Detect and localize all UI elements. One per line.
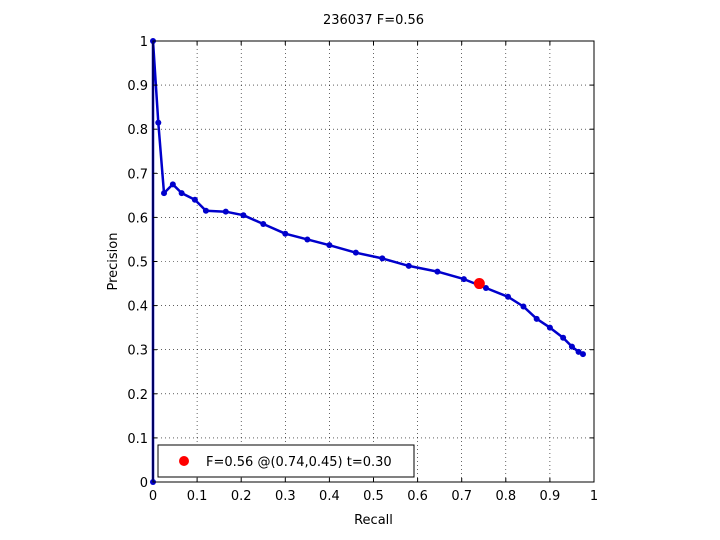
series-layer [150, 38, 586, 485]
tick-marks [152, 40, 595, 483]
best-point-layer [473, 278, 485, 290]
pr-curve-point [560, 334, 567, 341]
pr-curve-line [151, 39, 584, 482]
pr-curve-point [161, 190, 168, 197]
pr-curve-point [155, 119, 162, 126]
legend-label: F=0.56 @(0.74,0.45) t=0.30 [206, 455, 392, 470]
y-tick-label: 0.4 [127, 300, 148, 315]
best-f-point [473, 278, 485, 290]
pr-curve-point [405, 262, 412, 269]
x-tick-label: 0.1 [187, 489, 208, 504]
y-tick-label: 0.7 [127, 167, 148, 182]
pr-curve-point [260, 221, 267, 228]
pr-curve-point [352, 249, 359, 256]
x-tick-label: 0 [149, 489, 157, 504]
chart-title: 236037 F=0.56 [323, 13, 424, 28]
pr-curve-point [222, 208, 229, 215]
x-tick-label: 0.6 [407, 489, 428, 504]
pr-curve-point [546, 324, 553, 331]
pr-curve-point [178, 190, 185, 197]
pr-curve-point [482, 284, 489, 291]
pr-curve-point [568, 343, 575, 350]
legend-box [157, 444, 415, 478]
pr-curve-point [202, 207, 209, 214]
x-tick-labels: 0 0.1 0.2 0.3 0.4 0.5 0.6 0.7 0.8 0.9 1 [149, 489, 598, 504]
pr-curve-point [282, 230, 289, 237]
pr-curve-point [304, 236, 311, 243]
y-tick-labels: 0 0.1 0.2 0.3 0.4 0.5 0.6 0.7 0.8 0.9 1 [127, 35, 148, 491]
pr-curve-point [434, 268, 441, 275]
pr-curve-point [505, 293, 512, 300]
x-tick-label: 0.8 [495, 489, 516, 504]
pr-curve-point [460, 276, 467, 283]
legend-marker [179, 456, 189, 466]
y-tick-label: 0.9 [127, 79, 148, 94]
x-tick-label: 0.3 [275, 489, 296, 504]
pr-curve-point [169, 181, 176, 188]
x-tick-label: 0.9 [540, 489, 561, 504]
y-tick-label: 0 [140, 476, 148, 491]
pr-curve-point [326, 242, 333, 249]
x-tick-label: 0.5 [363, 489, 384, 504]
y-tick-label: 1 [140, 35, 148, 50]
pr-curve-point [191, 196, 198, 203]
y-axis-label: Precision [106, 232, 121, 290]
y-tick-label: 0.2 [127, 388, 148, 403]
pr-curve-point [379, 255, 386, 262]
x-tick-label: 0.7 [451, 489, 472, 504]
y-tick-label: 0.8 [127, 123, 148, 138]
x-tick-label: 1 [590, 489, 598, 504]
y-tick-label: 0.1 [127, 432, 148, 447]
pr-curve-point [520, 303, 527, 310]
y-tick-label: 0.5 [127, 256, 148, 271]
pr-curve-point [240, 212, 247, 219]
grid-lines [153, 41, 594, 482]
y-tick-label: 0.3 [127, 344, 148, 359]
y-tick-label: 0.6 [127, 211, 148, 226]
x-axis-label: Recall [354, 513, 393, 528]
pr-curve-point [533, 315, 540, 322]
pr-curve-point [579, 351, 586, 358]
x-tick-label: 0.4 [319, 489, 340, 504]
legend: F=0.56 @(0.74,0.45) t=0.30 [157, 444, 415, 478]
x-tick-label: 0.2 [231, 489, 252, 504]
